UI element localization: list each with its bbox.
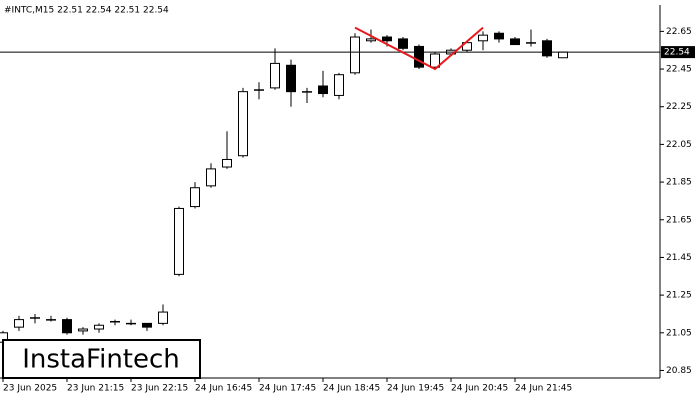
x-tick-label: 24 Jun 18:45 [323,384,380,394]
logo: InstaFintech [22,345,180,375]
y-tick-label: 22.25 [666,102,692,112]
candle-body [62,319,72,334]
price-label: 22.54 [664,48,690,58]
y-tick-label: 21.85 [666,178,692,188]
candle-body [398,38,408,49]
candle-body [558,51,568,59]
x-tick-label: 24 Jun 20:45 [451,384,508,394]
logo-box [2,339,201,379]
candle-body [542,40,552,57]
candle-body [238,91,248,157]
x-tick-label: 24 Jun 19:45 [387,384,444,394]
candle-body [414,45,424,68]
candle-body [382,36,392,42]
y-tick-label: 22.45 [666,65,692,75]
candle-body [78,328,88,332]
candle-body [350,36,360,74]
candle-body [510,38,520,46]
candle-body [190,187,200,208]
candle-body [30,317,40,319]
candle-body [14,319,24,328]
y-tick-label: 22.05 [666,140,692,150]
y-tick-label: 21.05 [666,328,692,338]
candle-body [318,85,328,95]
candle-body [254,89,264,91]
price-label-box [661,46,695,59]
y-tick-label: 21.25 [666,291,692,301]
y-tick-label: 21.45 [666,253,692,263]
pattern-line [354,26,484,71]
y-tick-label: 20.85 [666,366,692,376]
candle-body [302,91,312,93]
candle-body [110,320,120,323]
candle-body [142,322,152,328]
candle-body [174,207,184,275]
candle-body [270,62,280,89]
candle-body [94,324,104,330]
x-tick-label: 24 Jun 16:45 [195,384,252,394]
candle-body [206,168,216,187]
x-tick-label: 23 Jun 22:15 [131,384,188,394]
candle-body [494,32,504,40]
candle-body [158,311,168,324]
x-tick-label: 24 Jun 21:45 [515,384,572,394]
chart-title: #INTC,M15 22.51 22.54 22.51 22.54 [4,6,169,16]
candle-body [46,319,56,321]
candle-body [430,53,440,68]
candle-body [478,34,488,42]
candle-body [126,322,136,325]
x-tick-label: 23 Jun 21:15 [67,384,124,394]
y-tick-label: 22.65 [666,27,692,37]
candle-body [526,42,536,44]
x-tick-label: 23 Jun 2025 [3,384,57,394]
candle-body [366,38,376,42]
y-tick-label: 21.65 [666,215,692,225]
candle-body [334,74,344,96]
x-tick-label: 24 Jun 17:45 [259,384,316,394]
candle-body [286,64,296,93]
candle-body [222,158,232,168]
